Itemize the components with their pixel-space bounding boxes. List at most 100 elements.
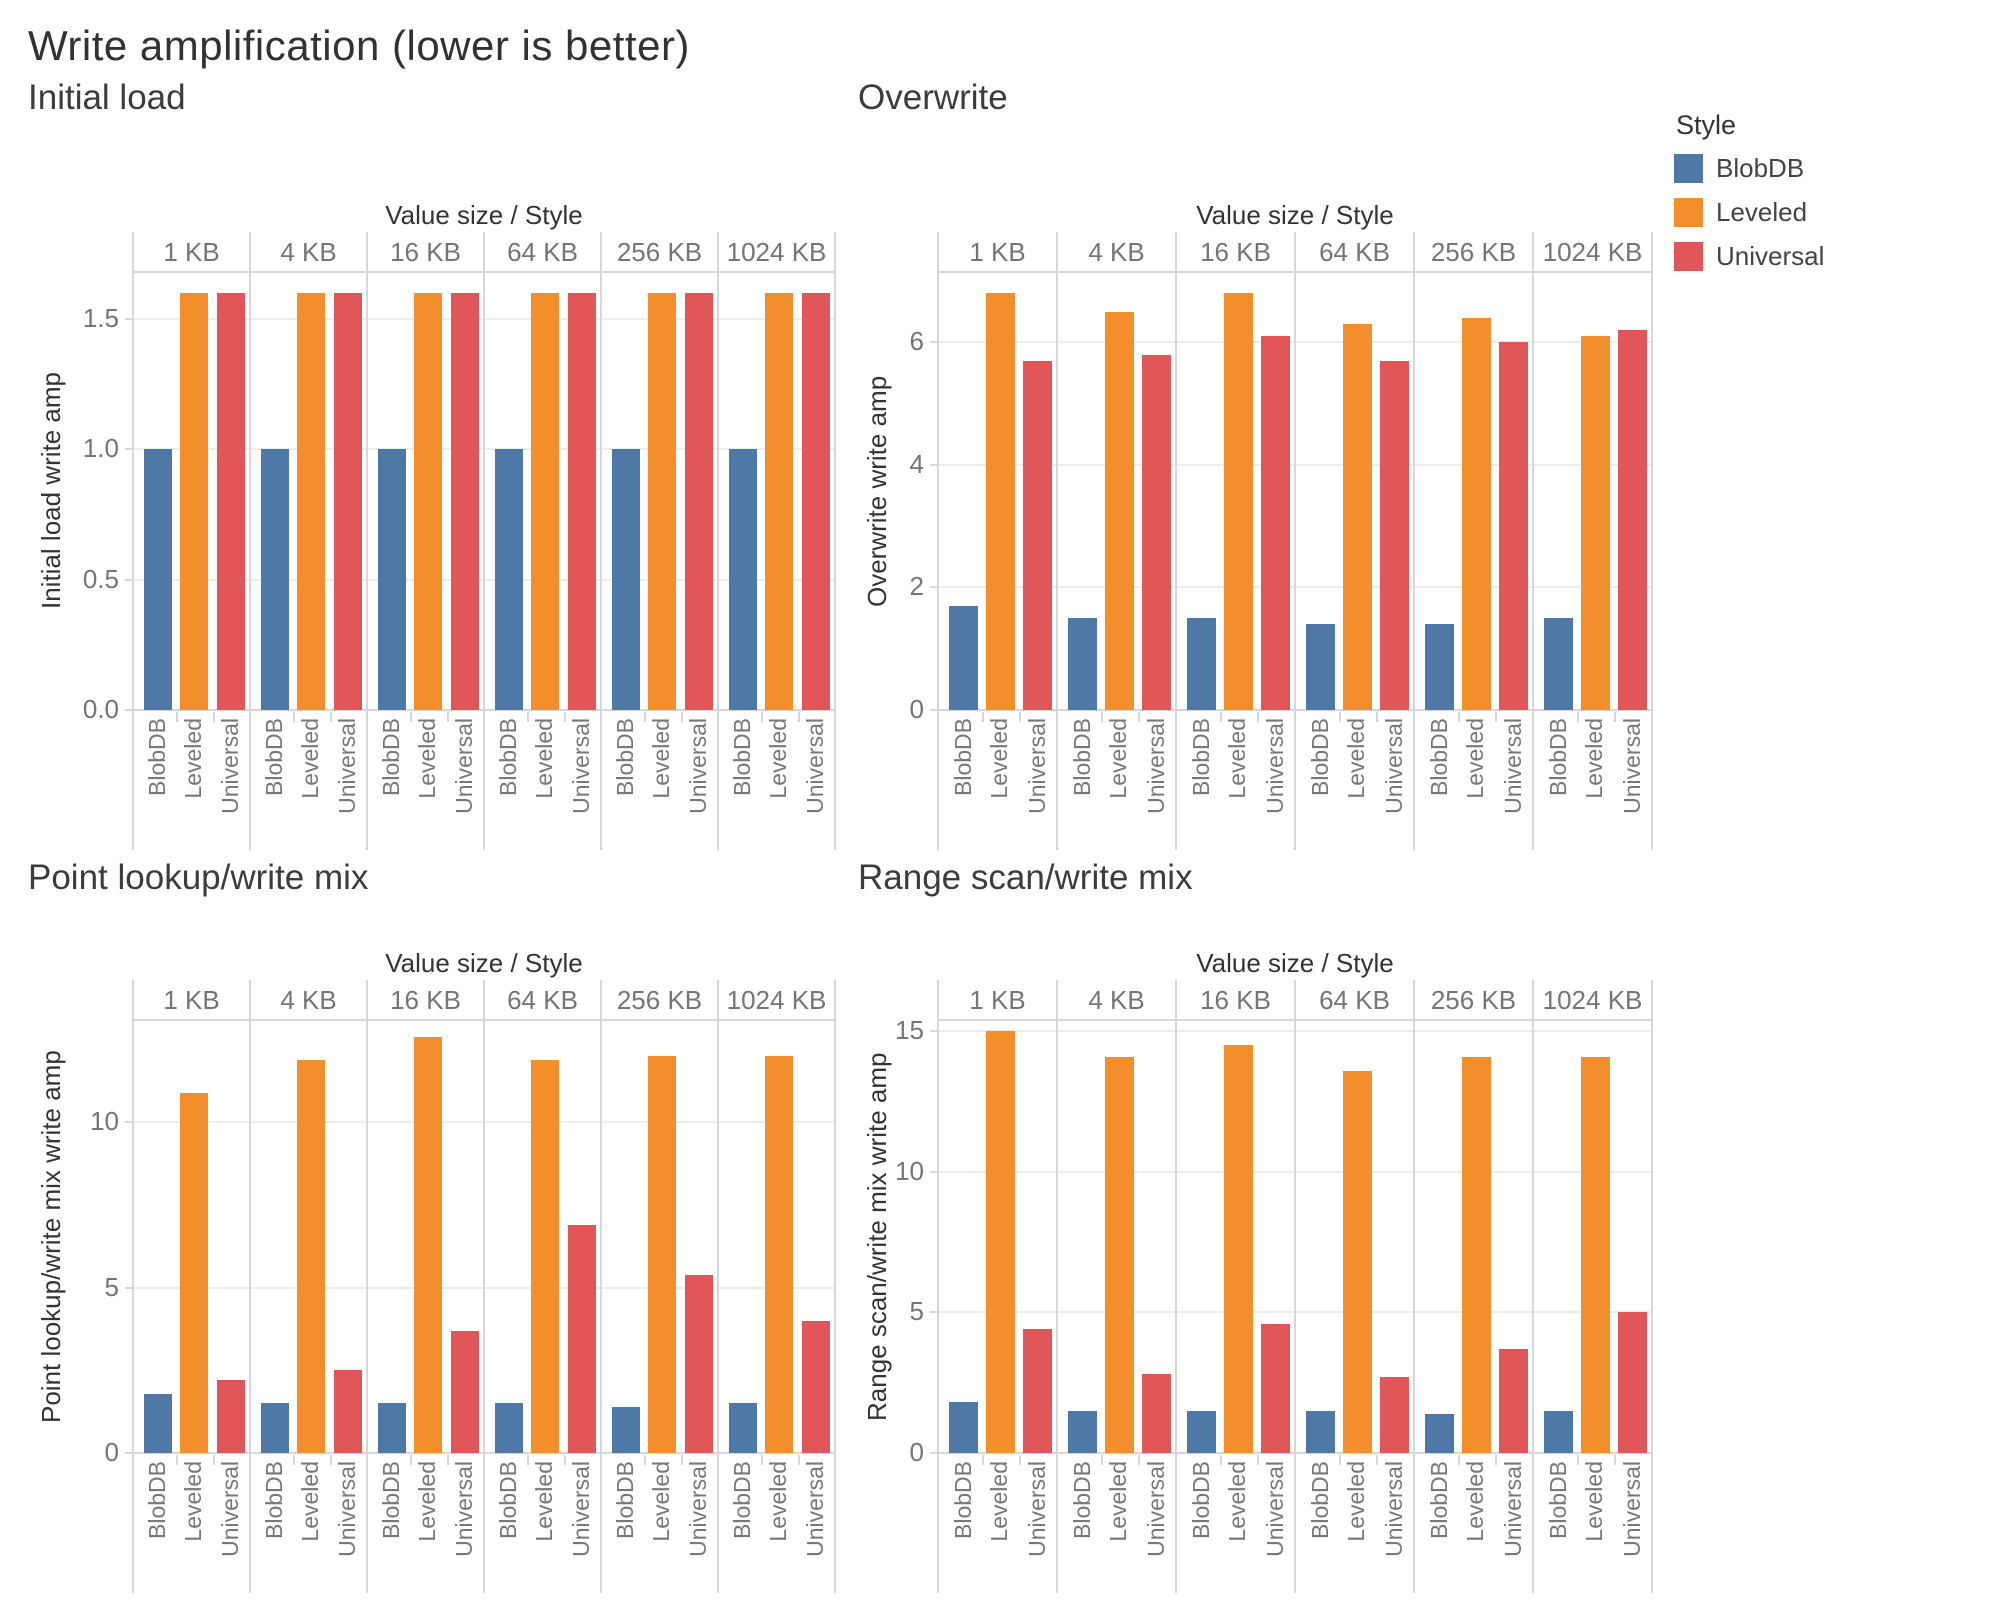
bar-overwrite-1024kb-leveled[interactable] (1581, 336, 1610, 710)
x-label-range-scan-write-mix-blobdb: BlobDB (1188, 1461, 1214, 1539)
bar-initial-load-64kb-blobdb[interactable] (495, 449, 523, 710)
bar-initial-load-1024kb-leveled[interactable] (765, 293, 793, 710)
bar-initial-load-64kb-leveled[interactable] (531, 293, 559, 710)
bar-initial-load-1kb-universal[interactable] (217, 293, 245, 710)
y-axis-title-initial-load: Initial load write amp (36, 372, 66, 610)
bar-overwrite-16kb-blobdb[interactable] (1187, 618, 1216, 710)
bar-initial-load-1024kb-universal[interactable] (802, 293, 830, 710)
bar-point-lookup-write-mix-1kb-universal[interactable] (217, 1380, 245, 1453)
bar-overwrite-4kb-blobdb[interactable] (1068, 618, 1097, 710)
bar-range-scan-write-mix-1kb-leveled[interactable] (986, 1031, 1015, 1453)
x-label-point-lookup-write-mix-leveled: Leveled (765, 1461, 791, 1542)
bar-overwrite-256kb-blobdb[interactable] (1425, 624, 1454, 710)
bar-range-scan-write-mix-64kb-leveled[interactable] (1343, 1071, 1372, 1453)
bar-range-scan-write-mix-64kb-blobdb[interactable] (1306, 1411, 1335, 1453)
bar-initial-load-1024kb-blobdb[interactable] (729, 449, 757, 710)
bar-point-lookup-write-mix-64kb-leveled[interactable] (531, 1060, 559, 1453)
x-label-initial-load-blobdb: BlobDB (144, 718, 170, 796)
bar-point-lookup-write-mix-1kb-blobdb[interactable] (144, 1394, 172, 1453)
bar-point-lookup-write-mix-1024kb-universal[interactable] (802, 1321, 830, 1453)
bar-point-lookup-write-mix-1kb-leveled[interactable] (180, 1093, 208, 1453)
bar-overwrite-1024kb-universal[interactable] (1618, 330, 1647, 710)
x-label-point-lookup-write-mix-blobdb: BlobDB (144, 1461, 170, 1539)
bar-overwrite-64kb-blobdb[interactable] (1306, 624, 1335, 710)
bar-initial-load-1kb-leveled[interactable] (180, 293, 208, 710)
bar-range-scan-write-mix-1024kb-universal[interactable] (1618, 1312, 1647, 1453)
bar-point-lookup-write-mix-4kb-leveled[interactable] (297, 1060, 325, 1453)
plot-top-border (133, 271, 835, 273)
bar-point-lookup-write-mix-256kb-universal[interactable] (685, 1275, 713, 1453)
bar-initial-load-4kb-blobdb[interactable] (261, 449, 289, 710)
bar-overwrite-1kb-blobdb[interactable] (949, 606, 978, 710)
group-separator (483, 980, 485, 1593)
bar-point-lookup-write-mix-256kb-blobdb[interactable] (612, 1407, 640, 1453)
x-label-overwrite-leveled: Leveled (1462, 718, 1488, 799)
bar-range-scan-write-mix-256kb-blobdb[interactable] (1425, 1414, 1454, 1453)
bar-initial-load-64kb-universal[interactable] (568, 293, 596, 710)
y-tick-mark (930, 1170, 938, 1173)
x-label-range-scan-write-mix-blobdb: BlobDB (950, 1461, 976, 1539)
bar-range-scan-write-mix-4kb-universal[interactable] (1142, 1374, 1171, 1453)
x-label-cell-tick (1257, 712, 1259, 722)
x-label-cell-tick (527, 712, 529, 722)
bar-point-lookup-write-mix-1024kb-leveled[interactable] (765, 1056, 793, 1453)
bar-range-scan-write-mix-256kb-universal[interactable] (1499, 1349, 1528, 1453)
x-label-initial-load-leveled: Leveled (765, 718, 791, 799)
bar-overwrite-4kb-universal[interactable] (1142, 355, 1171, 710)
bar-initial-load-16kb-blobdb[interactable] (378, 449, 406, 710)
x-label-overwrite-blobdb: BlobDB (1545, 718, 1571, 796)
bar-overwrite-64kb-universal[interactable] (1380, 361, 1409, 710)
bar-initial-load-256kb-leveled[interactable] (648, 293, 676, 710)
bar-range-scan-write-mix-4kb-blobdb[interactable] (1068, 1411, 1097, 1453)
bar-overwrite-16kb-leveled[interactable] (1224, 293, 1253, 710)
legend-item-blobdb[interactable]: BlobDB (1674, 153, 1824, 184)
bar-overwrite-16kb-universal[interactable] (1261, 336, 1290, 710)
bar-point-lookup-write-mix-16kb-leveled[interactable] (414, 1037, 442, 1453)
bar-overwrite-1kb-universal[interactable] (1023, 361, 1052, 710)
bar-initial-load-16kb-leveled[interactable] (414, 293, 442, 710)
x-label-range-scan-write-mix-leveled: Leveled (1343, 1461, 1369, 1542)
bar-range-scan-write-mix-16kb-universal[interactable] (1261, 1324, 1290, 1453)
bar-overwrite-1kb-leveled[interactable] (986, 293, 1015, 710)
bar-overwrite-64kb-leveled[interactable] (1343, 324, 1372, 710)
bar-range-scan-write-mix-1kb-universal[interactable] (1023, 1329, 1052, 1453)
bar-overwrite-256kb-leveled[interactable] (1462, 318, 1491, 710)
legend-item-leveled[interactable]: Leveled (1674, 197, 1824, 228)
bar-point-lookup-write-mix-16kb-universal[interactable] (451, 1331, 479, 1453)
bar-point-lookup-write-mix-1024kb-blobdb[interactable] (729, 1403, 757, 1453)
bar-range-scan-write-mix-64kb-universal[interactable] (1380, 1377, 1409, 1453)
bar-overwrite-1024kb-blobdb[interactable] (1544, 618, 1573, 710)
x-label-range-scan-write-mix-leveled: Leveled (1462, 1461, 1488, 1542)
bar-initial-load-4kb-leveled[interactable] (297, 293, 325, 710)
bar-overwrite-256kb-universal[interactable] (1499, 342, 1528, 710)
bar-range-scan-write-mix-1kb-blobdb[interactable] (949, 1402, 978, 1453)
bar-range-scan-write-mix-16kb-blobdb[interactable] (1187, 1411, 1216, 1453)
bar-range-scan-write-mix-1024kb-blobdb[interactable] (1544, 1411, 1573, 1453)
x-label-overwrite-blobdb: BlobDB (1188, 718, 1214, 796)
column-header-range-scan-write-mix-16kb: 16 KB (1200, 985, 1271, 1015)
bar-overwrite-4kb-leveled[interactable] (1105, 312, 1134, 710)
bar-point-lookup-write-mix-64kb-blobdb[interactable] (495, 1403, 523, 1453)
x-label-overwrite-universal: Universal (1143, 718, 1169, 814)
x-label-cell-tick (1101, 1455, 1103, 1465)
bar-initial-load-4kb-universal[interactable] (334, 293, 362, 710)
bar-range-scan-write-mix-4kb-leveled[interactable] (1105, 1057, 1134, 1453)
bar-initial-load-16kb-universal[interactable] (451, 293, 479, 710)
bar-range-scan-write-mix-256kb-leveled[interactable] (1462, 1057, 1491, 1453)
bar-initial-load-1kb-blobdb[interactable] (144, 449, 172, 710)
bar-point-lookup-write-mix-256kb-leveled[interactable] (648, 1056, 676, 1453)
bar-range-scan-write-mix-16kb-leveled[interactable] (1224, 1045, 1253, 1453)
bar-point-lookup-write-mix-64kb-universal[interactable] (568, 1225, 596, 1453)
bar-point-lookup-write-mix-4kb-universal[interactable] (334, 1370, 362, 1453)
bar-point-lookup-write-mix-4kb-blobdb[interactable] (261, 1403, 289, 1453)
bar-initial-load-256kb-universal[interactable] (685, 293, 713, 710)
bar-point-lookup-write-mix-16kb-blobdb[interactable] (378, 1403, 406, 1453)
column-header-initial-load-1024kb: 1024 KB (726, 237, 827, 267)
x-label-initial-load-universal: Universal (217, 718, 243, 814)
x-label-range-scan-write-mix-blobdb: BlobDB (1307, 1461, 1333, 1539)
legend-item-universal[interactable]: Universal (1674, 241, 1824, 272)
column-header-point-lookup-write-mix-256kb: 256 KB (616, 985, 703, 1015)
y-tick-mark (125, 578, 133, 581)
bar-initial-load-256kb-blobdb[interactable] (612, 449, 640, 710)
bar-range-scan-write-mix-1024kb-leveled[interactable] (1581, 1057, 1610, 1453)
